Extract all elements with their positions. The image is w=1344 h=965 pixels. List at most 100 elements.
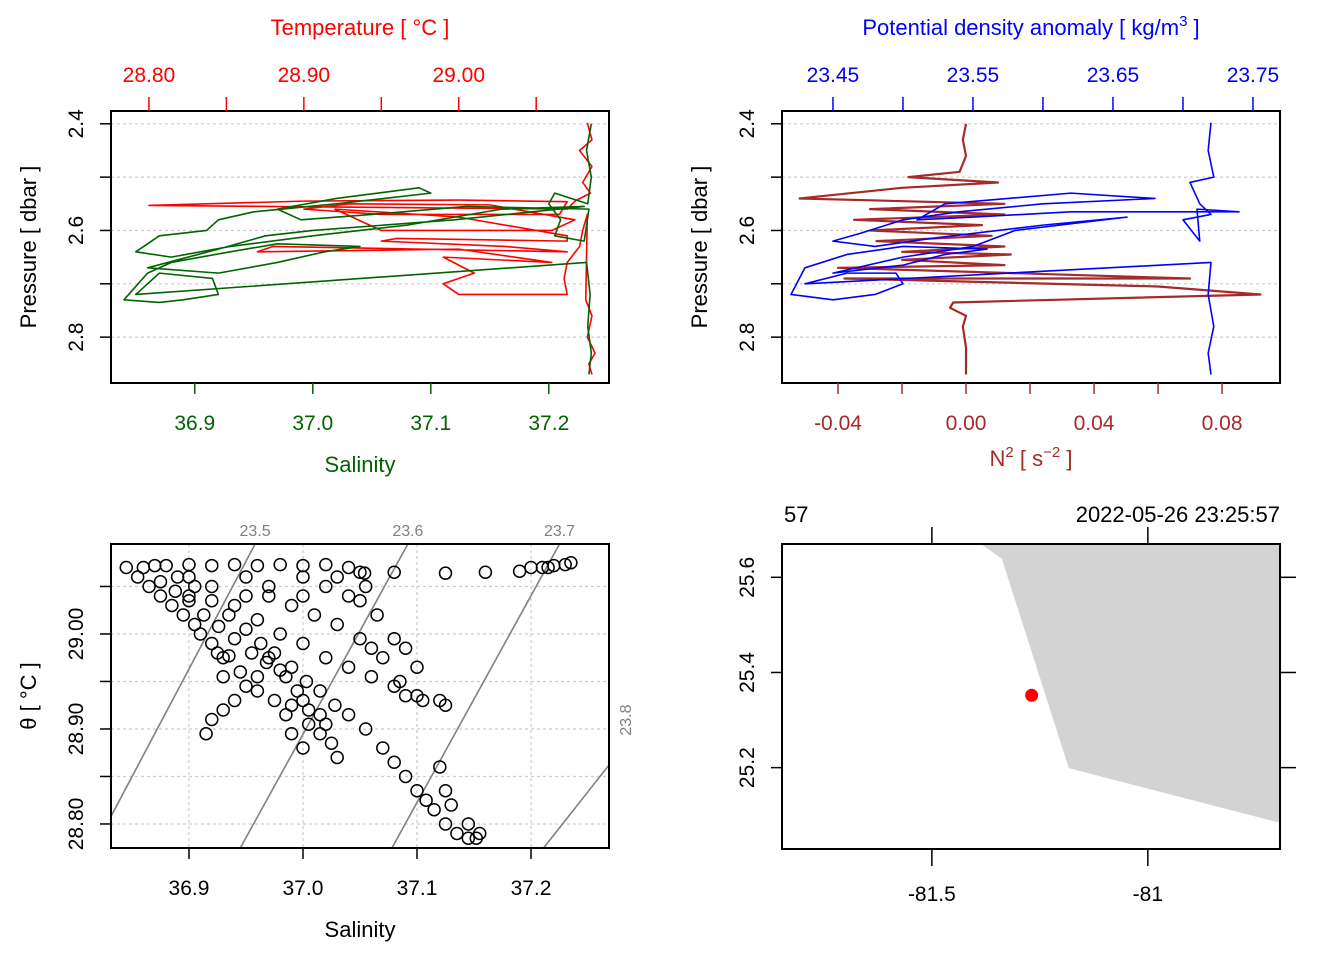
data-point <box>233 665 248 679</box>
data-point <box>205 712 219 727</box>
data-point <box>472 826 487 841</box>
land-polygon <box>981 544 1280 823</box>
data-point <box>227 598 242 613</box>
series-line-n2 <box>798 123 1262 375</box>
data-point <box>353 593 367 608</box>
n2-axis-tick-label: -0.04 <box>814 412 862 435</box>
data-point <box>319 557 333 572</box>
data-point <box>119 560 134 575</box>
data-point <box>461 817 476 831</box>
data-point <box>478 565 493 579</box>
pressure-axis-tick-label: 2.4 <box>736 109 759 139</box>
density-axis-title: Potential density anomaly [ kg/m3 ] <box>862 13 1199 40</box>
theta-axis-tick-label: 28.80 <box>65 798 88 851</box>
station-time-label: 2022-05-26 23:25:57 <box>1076 502 1280 527</box>
data-point <box>244 646 259 660</box>
data-point <box>341 560 356 575</box>
panel-profile-ts: 2.4 2.6 2.8 36.9 37.0 37.1 37.2 28.80 28.90 29.00… <box>16 15 610 477</box>
plot-frame <box>110 543 610 849</box>
data-point <box>262 579 276 594</box>
data-point <box>387 565 401 579</box>
data-point <box>324 736 339 750</box>
pressure-axis-tick-label: 2.8 <box>65 323 88 352</box>
series-line-temperature <box>148 122 596 375</box>
data-point <box>130 570 145 584</box>
station-id-label: 57 <box>784 502 808 527</box>
data-point <box>564 555 578 570</box>
panel-ts-diagram: 23.5 23.6 23.7 23.8 28.80 28.90 29.00 36.9 37.0 3… <box>16 523 635 942</box>
data-point <box>239 570 253 584</box>
data-point <box>165 598 179 613</box>
data-point <box>222 649 236 663</box>
salinity-axis-tick-label: 36.9 <box>169 877 210 900</box>
data-point <box>398 641 413 655</box>
data-point <box>410 783 424 798</box>
data-point <box>205 558 219 573</box>
data-point <box>250 684 265 698</box>
data-point <box>239 679 253 693</box>
pressure-axis-title: Pressure [ dbar ] <box>687 166 712 329</box>
panel-profile-density: 2.4 2.6 2.8 -0.04 0.00 0.04 0.08 23.45 23.55 23.6… <box>687 13 1281 471</box>
salinity-axis-tick-label: 37.2 <box>528 412 569 435</box>
data-point <box>524 560 538 575</box>
density-axis-tick-label: 23.65 <box>1087 64 1140 87</box>
data-point <box>427 802 441 817</box>
data-point <box>153 574 168 589</box>
data-point <box>376 650 390 665</box>
station-marker <box>1025 688 1039 702</box>
data-point <box>250 612 265 627</box>
data-point <box>199 726 213 741</box>
data-point <box>410 660 424 674</box>
data-point <box>296 570 310 584</box>
series-line-salinity <box>123 123 593 375</box>
isopycnal-label: 23.7 <box>544 523 575 540</box>
salinity-axis-tick-label: 37.1 <box>410 412 451 435</box>
pressure-axis-tick-label: 2.4 <box>65 109 88 139</box>
isopycnal-line <box>391 543 561 849</box>
data-point <box>415 693 430 708</box>
data-point <box>284 598 299 613</box>
data-point <box>273 557 287 572</box>
data-point <box>227 693 242 708</box>
data-point <box>273 627 287 641</box>
data-point <box>558 557 572 572</box>
temperature-axis-title: Temperature [ °C ] <box>271 15 450 40</box>
data-point <box>419 793 433 807</box>
n2-axis-tick-label: 0.08 <box>1202 412 1243 435</box>
salinity-axis-title: Salinity <box>325 452 396 477</box>
data-point <box>197 608 211 622</box>
data-point <box>176 608 191 622</box>
data-point <box>313 726 327 741</box>
data-point <box>341 660 356 674</box>
data-point <box>438 566 453 580</box>
data-point <box>239 589 253 603</box>
plot-frame <box>110 110 610 384</box>
latitude-tick-label: 25.6 <box>736 557 759 598</box>
pressure-axis-tick-label: 2.6 <box>65 216 88 245</box>
data-point <box>307 608 322 622</box>
data-point <box>168 584 183 598</box>
data-point <box>187 579 202 594</box>
temperature-axis-tick-label: 28.80 <box>123 64 176 87</box>
theta-axis-tick-label: 28.90 <box>65 703 88 756</box>
data-point <box>353 565 367 579</box>
data-point <box>299 674 314 689</box>
salinity-axis-tick-label: 36.9 <box>174 412 215 435</box>
data-point <box>364 641 379 655</box>
data-point <box>239 622 253 636</box>
data-point <box>227 631 242 646</box>
data-point <box>433 760 447 774</box>
temperature-axis-tick-label: 28.90 <box>278 64 331 87</box>
isopycnal-line <box>542 764 610 849</box>
data-point <box>450 826 464 841</box>
pressure-axis-title: Pressure [ dbar ] <box>16 166 41 329</box>
data-point <box>328 698 342 712</box>
data-point <box>250 669 265 684</box>
data-point <box>387 755 401 769</box>
isopycnal-line <box>110 543 256 817</box>
salinity-axis-title: Salinity <box>325 917 396 942</box>
data-point <box>170 570 185 584</box>
data-point <box>182 593 196 608</box>
density-axis-tick-label: 23.55 <box>947 64 1000 87</box>
